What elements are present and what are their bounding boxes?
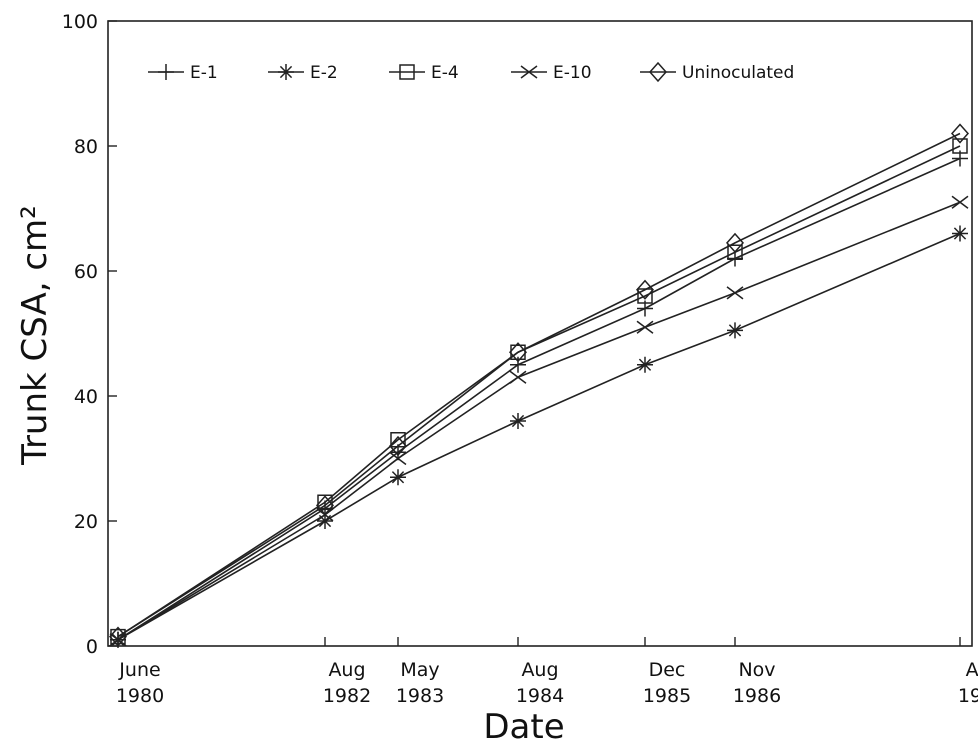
legend-entry: E-10 — [511, 63, 592, 83]
data-point — [508, 342, 528, 363]
x-tick-label-year: 1989 — [958, 685, 978, 707]
legend-label: E-2 — [310, 63, 338, 83]
legend: E-1 E-2 E-4 E-10 Uninoculated — [148, 61, 794, 83]
data-point — [950, 123, 970, 144]
series-e-1 — [110, 150, 968, 648]
data-point — [636, 320, 654, 334]
series-layer — [108, 123, 970, 648]
x-tick-label-year: 1986 — [733, 685, 781, 707]
data-point — [315, 495, 335, 516]
series-e-4 — [110, 138, 968, 645]
data-point — [317, 513, 333, 529]
series-uninoculated — [108, 123, 970, 647]
data-point — [637, 356, 653, 373]
data-point — [510, 413, 526, 429]
legend-entry: E-1 — [148, 63, 218, 83]
data-point — [390, 469, 406, 486]
x-axis-title: Date — [483, 707, 564, 745]
legend-entry: E-4 — [389, 63, 459, 83]
data-point — [389, 451, 407, 466]
legend-marker — [520, 65, 538, 79]
y-tick-label: 40 — [74, 386, 98, 408]
data-point — [727, 322, 743, 339]
series-line — [117, 232, 961, 641]
x-tick-label-month: Aug — [328, 659, 365, 681]
x-tick-label-year: 1983 — [396, 685, 444, 707]
y-tick-label: 0 — [86, 636, 98, 658]
data-point — [952, 138, 968, 154]
legend-label: E-1 — [190, 63, 218, 83]
data-point — [725, 232, 745, 254]
series-e-10 — [109, 195, 969, 647]
series-line — [117, 201, 961, 641]
y-tick-label: 80 — [74, 136, 98, 158]
y-tick-label: 60 — [74, 261, 98, 283]
x-tick-label-month: Dec — [649, 659, 686, 681]
x-tick-label-month: May — [400, 659, 439, 681]
y-tick-label: 100 — [62, 11, 98, 33]
data-point — [726, 286, 744, 300]
series-line — [117, 132, 961, 638]
data-point — [108, 626, 128, 647]
data-point — [635, 279, 655, 300]
legend-label: E-10 — [553, 63, 592, 83]
x-tick-label-year: 1982 — [323, 685, 371, 707]
data-point — [727, 244, 743, 260]
legend-entry: Uninoculated — [640, 61, 794, 83]
legend-label: Uninoculated — [682, 63, 794, 83]
data-point — [952, 225, 968, 242]
x-tick-label-year: 1985 — [643, 685, 691, 707]
data-point — [388, 435, 408, 457]
legend-marker — [158, 64, 174, 80]
x-tick-label-year: 1980 — [116, 685, 164, 707]
x-tick-label-year: 1984 — [516, 685, 564, 707]
x-tick-label-month: Aug — [521, 659, 558, 681]
legend-label: E-4 — [431, 63, 459, 83]
data-point — [509, 370, 527, 384]
x-tick-label-month: June — [118, 659, 160, 681]
x-tick-label-month: Apr — [966, 659, 978, 681]
plot-frame — [107, 20, 973, 647]
y-tick-label: 20 — [74, 511, 98, 533]
series-e-2 — [110, 225, 968, 648]
legend-marker — [399, 64, 415, 80]
legend-entry: E-2 — [268, 63, 338, 83]
x-tick-label-month: Nov — [738, 659, 775, 681]
legend-marker — [648, 61, 668, 83]
data-point — [109, 633, 127, 647]
y-axis-title: Trunk CSA, cm² — [15, 205, 55, 466]
axes: 0 20 40 60 80 100 June 1980 Aug 1982 May 1983 Aug 198… — [62, 11, 978, 707]
data-point — [951, 195, 969, 209]
legend-marker — [278, 64, 294, 80]
